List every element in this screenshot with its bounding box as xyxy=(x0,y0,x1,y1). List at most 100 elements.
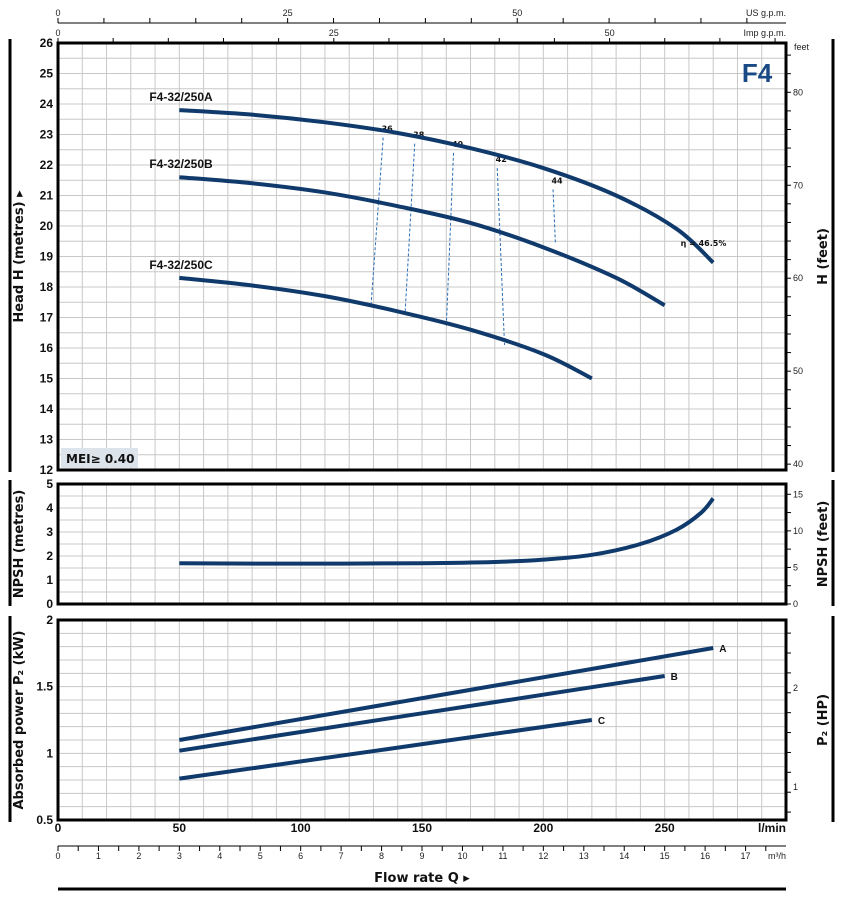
efficiency-line-42 xyxy=(496,168,506,345)
xlabel: Flow rate Q ▸ xyxy=(374,871,470,886)
m3h-tick-label: 14 xyxy=(619,851,629,861)
power-ytick-label: 0.5 xyxy=(36,813,53,827)
head-ytick-label: 20 xyxy=(40,219,54,233)
npsh-ytick-label: 1 xyxy=(46,573,53,587)
m3h-tick-label: 1 xyxy=(96,851,101,861)
power-ytick-label: 1 xyxy=(46,746,53,760)
imp-gpm-tick-label: 50 xyxy=(605,28,615,38)
npsh-feet-tick-label: 15 xyxy=(793,489,803,499)
head-ytick-label: 26 xyxy=(40,36,54,50)
power-panel: 0.5 1 1.5 2 Absorbed power P₂ (kW) P₂ (HP) xyxy=(8,613,835,827)
efficiency-label-42: 42 xyxy=(496,155,507,164)
npsh-curve xyxy=(179,497,715,566)
power-curve-label-A: A xyxy=(719,644,726,655)
us-gpm-unit: US g.p.m. xyxy=(746,8,786,18)
power-ylabel-right: P₂ (HP) xyxy=(816,694,831,746)
m3h-tick-label: 11 xyxy=(498,851,507,861)
npsh-ytick-label: 4 xyxy=(46,501,53,515)
hp-tick-label: 1 xyxy=(793,782,798,792)
feet-unit-label: feet xyxy=(794,42,810,52)
m3h-tick-label: 16 xyxy=(700,851,710,861)
feet-tick-label: 50 xyxy=(793,366,803,376)
head-curve-F4-32/250C xyxy=(179,275,593,381)
curve-label-F4-32/250C: F4-32/250C xyxy=(149,258,213,272)
us-gpm-tick-label: 50 xyxy=(512,8,522,18)
m3h-tick-label: 4 xyxy=(217,851,222,861)
power-curve-C xyxy=(179,718,593,781)
lmin-tick-label: 50 xyxy=(173,821,187,835)
head-curve-F4-32/250A xyxy=(179,108,715,265)
lmin-tick-label: 100 xyxy=(291,821,311,835)
efficiency-line-36 xyxy=(370,137,384,306)
us-gpm-tick-label: 25 xyxy=(283,8,293,18)
lmin-tick-label: 150 xyxy=(412,821,432,835)
m3h-tick-label: 3 xyxy=(177,851,182,861)
power-frame xyxy=(56,618,788,822)
m3h-tick-label: 10 xyxy=(457,851,467,861)
imp-gpm-tick-label: 25 xyxy=(329,28,339,38)
npsh-ylabel-right: NPSH (feet) xyxy=(816,501,831,588)
efficiency-label-44: 44 xyxy=(551,176,563,185)
power-ytick-label: 1.5 xyxy=(36,680,53,694)
imp-gpm-unit: Imp g.p.m. xyxy=(743,28,786,38)
efficiency-line-44 xyxy=(552,189,556,245)
m3h-tick-label: 12 xyxy=(538,851,548,861)
head-ytick-label: 25 xyxy=(40,67,54,81)
head-ylabel: Head H (metres) ▸ xyxy=(12,190,27,323)
npsh-ytick-label: 5 xyxy=(46,477,53,491)
curve-label-F4-32/250B: F4-32/250B xyxy=(149,157,213,171)
feet-tick-label: 60 xyxy=(793,273,803,283)
lmin-tick-label: 200 xyxy=(533,821,553,835)
power-ylabel: Absorbed power P₂ (kW) xyxy=(12,630,27,809)
npsh-ytick-label: 3 xyxy=(46,525,53,539)
head-ytick-label: 13 xyxy=(40,433,54,447)
head-ylabel-right: H (feet) xyxy=(816,228,831,285)
head-frame xyxy=(56,41,788,472)
head-ytick-label: 21 xyxy=(40,189,54,203)
feet-tick-label: 80 xyxy=(793,87,803,97)
npsh-panel: 0 1 2 3 4 5 NPSH (metres) NPSH (feet) xyxy=(8,477,835,611)
npsh-feet-tick-label: 10 xyxy=(793,526,803,536)
m3h-tick-label: 17 xyxy=(741,851,751,861)
head-ytick-label: 12 xyxy=(40,463,54,477)
imp-gpm-tick-label: 0 xyxy=(55,28,60,38)
mei-badge-text: MEI≥ 0.40 xyxy=(66,452,134,466)
head-ytick-label: 23 xyxy=(40,128,54,142)
npsh-frame xyxy=(56,482,788,606)
power-ytick-label: 2 xyxy=(46,613,53,627)
head-ytick-label: 24 xyxy=(40,97,54,111)
head-ytick-label: 17 xyxy=(40,311,54,325)
m3h-tick-label: 8 xyxy=(379,851,384,861)
power-curve-B xyxy=(179,674,665,753)
npsh-feet-tick-label: 5 xyxy=(793,562,798,572)
head-ytick-label: 15 xyxy=(40,372,54,386)
m3h-tick-label: 9 xyxy=(419,851,424,861)
power-curve-label-B: B xyxy=(671,672,678,683)
head-ytick-label: 19 xyxy=(40,250,54,264)
m3h-tick-label: 7 xyxy=(339,851,344,861)
efficiency-annotation: η = 46.5% xyxy=(681,239,727,248)
lmin-unit: l/min xyxy=(758,821,786,835)
m3h-tick-label: 15 xyxy=(660,851,670,861)
head-panel: 12 13 14 15 16 17 18 19 20 21 22 23 24 25 26 Head H (me… xyxy=(8,36,835,477)
mei-badge xyxy=(61,448,138,468)
m3h-unit: m³/h xyxy=(768,851,786,861)
m3h-tick-label: 5 xyxy=(258,851,263,861)
head-ytick-label: 22 xyxy=(40,158,54,172)
hp-tick-label: 2 xyxy=(793,683,798,693)
npsh-ylabel: NPSH (metres) xyxy=(12,490,27,599)
m3h-tick-label: 6 xyxy=(298,851,303,861)
npsh-feet-tick-label: 0 xyxy=(793,599,798,609)
lmin-tick-label: 0 xyxy=(55,821,62,835)
m3h-tick-label: 0 xyxy=(55,851,60,861)
head-ytick-label: 14 xyxy=(40,402,54,416)
efficiency-line-40 xyxy=(445,152,455,327)
npsh-ytick-label: 0 xyxy=(46,597,53,611)
m3h-tick-label: 13 xyxy=(579,851,589,861)
head-ytick-label: 18 xyxy=(40,280,54,294)
efficiency-line-38 xyxy=(404,143,416,315)
chart-title: F4 xyxy=(742,58,773,88)
head-ytick-label: 16 xyxy=(40,341,54,355)
head-curve-F4-32/250B xyxy=(179,175,666,308)
